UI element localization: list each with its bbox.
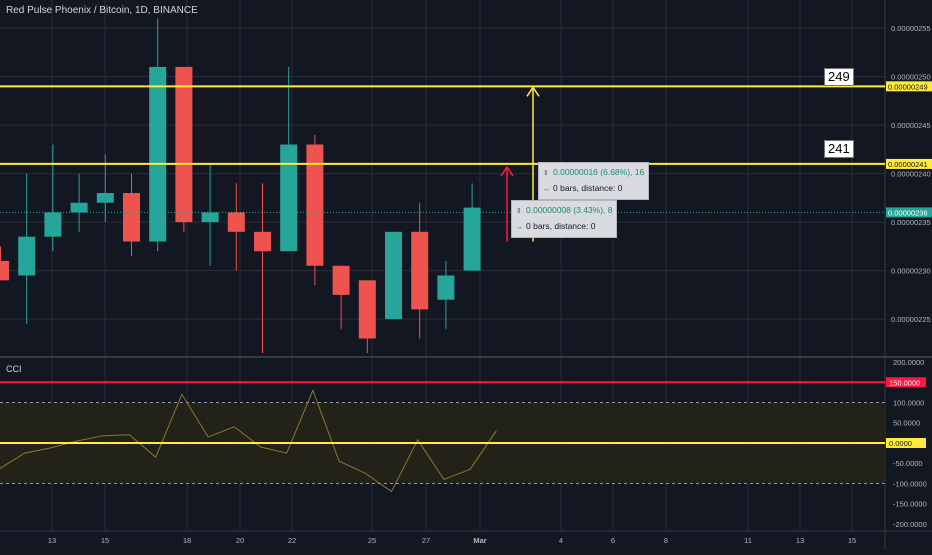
level-price-label: 0.00000249 <box>888 82 928 91</box>
candle-body <box>123 193 140 242</box>
candle-body <box>411 231 429 310</box>
cci-level-tag <box>886 377 926 388</box>
time-tick-label: 11 <box>744 536 752 545</box>
measure-upper-value: 0.00000016 (6.68%), 16 <box>553 167 645 177</box>
cci-tick-label: -150.0000 <box>893 500 927 509</box>
cci-tick-label: 200.0000 <box>893 358 924 367</box>
cci-label: CCI <box>6 364 22 374</box>
cci-level-label: 0.0000 <box>889 439 912 448</box>
level-price-tag <box>886 158 932 169</box>
level-price-label: 0.00000241 <box>888 160 928 169</box>
lower-line-label[interactable]: 241 <box>824 140 854 158</box>
time-tick-label: 22 <box>288 536 296 545</box>
upper-line-label[interactable]: 249 <box>824 68 854 86</box>
time-tick-label: 13 <box>48 536 56 545</box>
measure-tooltip-upper[interactable]: ⇕ 0.00000016 (6.68%), 16 ↔ 0 bars, distanc… <box>538 162 650 200</box>
time-tick-label: Mar <box>473 536 486 545</box>
level-price-tag <box>886 81 932 92</box>
candle-body <box>385 231 402 320</box>
candle-body <box>96 193 114 203</box>
candle-body <box>358 280 376 339</box>
time-tick-label: 15 <box>101 536 109 545</box>
candle-body <box>437 275 455 300</box>
price-tick-label: 0.00000240 <box>891 170 931 179</box>
cci-line <box>0 388 497 493</box>
time-tick-label: 20 <box>236 536 244 545</box>
candle-body <box>280 144 298 252</box>
time-tick-label: 8 <box>664 536 668 545</box>
candle-body <box>306 144 324 266</box>
time-tick-label: 27 <box>422 536 430 545</box>
measure-tooltip-lower[interactable]: ⇕ 0.00000008 (3.43%), 8 ↔ 0 bars, distance… <box>511 200 618 238</box>
candle-body <box>70 202 88 213</box>
price-tick-label: 0.00000250 <box>891 73 931 82</box>
cci-tick-label: -50.0000 <box>893 459 923 468</box>
bars-icon: ↔ <box>543 186 550 193</box>
measure-arrowhead-upper <box>526 85 540 97</box>
price-tick-label: 0.00000245 <box>891 121 931 130</box>
measure-arrowhead-lower <box>500 165 514 177</box>
candle-body <box>175 66 193 223</box>
candle-body <box>463 207 481 271</box>
price-tick-label: 0.00000255 <box>891 24 931 33</box>
chart-title: Red Pulse Phoenix / Bitcoin, 1D, BINANCE <box>6 5 198 16</box>
candle-body <box>44 212 62 237</box>
cci-tick-label: -200.0000 <box>893 520 927 529</box>
time-tick-label: 18 <box>183 536 191 545</box>
price-tick-label: 0.00000230 <box>891 267 931 276</box>
candle-body <box>332 265 350 295</box>
time-tick-label: 6 <box>611 536 615 545</box>
candle-body <box>254 231 271 252</box>
measure-lower-bars: 0 bars, distance: 0 <box>526 221 596 231</box>
cci-level-label: 150.0000 <box>889 378 920 387</box>
cci-level-tag <box>886 437 926 448</box>
time-tick-label: 4 <box>559 536 563 545</box>
time-tick-label: 25 <box>368 536 376 545</box>
bars-icon: ↔ <box>516 224 523 231</box>
cci-tick-label: 50.0000 <box>893 419 920 428</box>
cci-tick-label: -100.0000 <box>893 479 927 488</box>
price-tick-label: 0.00000235 <box>891 218 931 227</box>
time-tick-label: 13 <box>796 536 804 545</box>
candle-body <box>149 66 167 242</box>
measure-lower-value: 0.00000008 (3.43%), 8 <box>526 205 613 215</box>
candle-body <box>201 212 219 223</box>
current-price-tag <box>886 207 932 218</box>
cci-tick-label: 100.0000 <box>893 399 924 408</box>
candle-body <box>227 212 245 232</box>
range-icon: ⇕ <box>516 208 522 215</box>
candle-body <box>0 260 9 281</box>
candle-body <box>18 236 36 276</box>
time-tick-label: 15 <box>848 536 856 545</box>
range-icon: ⇕ <box>543 170 549 177</box>
measure-upper-bars: 0 bars, distance: 0 <box>553 183 623 193</box>
price-tick-label: 0.00000225 <box>891 315 931 324</box>
current-price-label: 0.00000236 <box>888 208 928 217</box>
